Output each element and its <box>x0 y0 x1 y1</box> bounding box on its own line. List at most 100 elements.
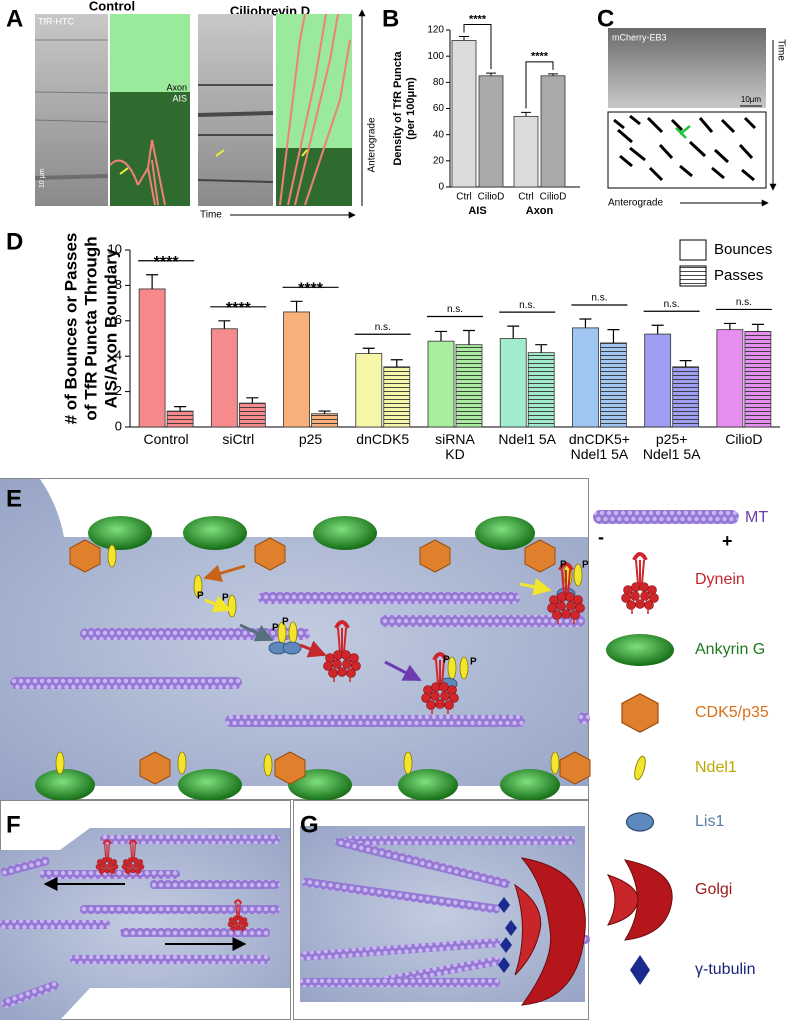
significance-label: n.s. <box>375 322 391 333</box>
phospho: P <box>197 591 204 602</box>
error-bar <box>723 322 736 330</box>
gamma-tubulin <box>498 897 517 973</box>
ankyrin-g <box>606 634 674 666</box>
bar <box>166 410 194 428</box>
bar <box>527 352 555 428</box>
error-bar <box>607 329 620 343</box>
significance-label: **** <box>469 13 487 25</box>
golgi <box>606 874 639 926</box>
microtubules <box>0 835 280 1008</box>
lis1 <box>625 812 655 832</box>
axis-label: Time <box>200 210 222 221</box>
bar <box>499 338 527 428</box>
x-tick-label: CilioD <box>540 192 567 203</box>
significance-label: n.s. <box>447 304 463 315</box>
legend-label: Dynein <box>695 571 745 588</box>
error-bar <box>435 330 447 342</box>
y-tick-label: 0 <box>115 418 122 433</box>
bar <box>672 366 700 428</box>
y-axis-label: # of Bounces or Passes <box>61 233 80 425</box>
bar <box>355 353 383 428</box>
microtubule <box>258 592 520 604</box>
eb3-tracks <box>613 114 757 182</box>
x-tick-label: dnCDK5+ Ndel1 5A <box>568 431 630 462</box>
marker <box>675 125 691 139</box>
significance-label: n.s. <box>591 293 607 304</box>
x-tick-label: p25+ Ndel1 5A <box>642 431 701 462</box>
gamma-tubulin <box>630 955 650 985</box>
panel-e: E P P P P P P P P <box>0 478 591 801</box>
error-bar <box>751 323 764 332</box>
phospho: P <box>222 593 229 604</box>
scale-label: 10 μm <box>39 168 46 188</box>
phospho-labels: P P P P P P P P <box>197 560 589 668</box>
panel-label: G <box>300 811 319 838</box>
legend-label: Passes <box>714 267 763 284</box>
kymograph <box>608 28 766 108</box>
error-bar <box>579 318 592 328</box>
microtubule <box>10 677 242 689</box>
error-bar <box>362 347 375 354</box>
bar <box>644 333 672 428</box>
kymograph <box>35 14 108 206</box>
phospho: P <box>443 655 450 666</box>
error-bar <box>535 344 548 353</box>
legend-swatch <box>679 265 707 287</box>
legend-label: + <box>722 531 733 551</box>
bar <box>283 311 310 428</box>
region-label: Axon <box>166 82 187 92</box>
bar <box>600 342 627 428</box>
legend-label: Bounces <box>714 241 772 258</box>
x-tick-label: siCtrl <box>222 431 255 447</box>
legend-e: MT - + <box>593 509 768 985</box>
panel-label: E <box>6 485 22 512</box>
y-tick-label: 0 <box>438 182 444 193</box>
axis-label: Anterograde <box>608 198 663 209</box>
significance-label: **** <box>298 281 324 298</box>
y-tick-label: 2 <box>115 383 122 398</box>
x-tick-label: CilioD <box>478 192 505 203</box>
y-axis-label: (per 100μm) <box>405 77 417 140</box>
x-tick-label: p25 <box>298 431 323 447</box>
error-bar <box>521 111 531 117</box>
y-tick-label: 100 <box>427 51 444 62</box>
bar <box>478 75 504 188</box>
error-bar <box>174 406 187 412</box>
error-bar <box>390 359 403 367</box>
legend-label: Lis1 <box>695 813 724 830</box>
y-tick-label: 80 <box>433 77 445 88</box>
error-bar <box>486 72 496 76</box>
arrows <box>203 564 552 682</box>
panel-label: F <box>6 811 21 838</box>
error-bar <box>146 274 159 289</box>
legend-label: Ndel1 <box>695 759 737 776</box>
x-tick-label: Control <box>143 431 189 447</box>
panel-f: F <box>0 800 291 1020</box>
arrow <box>119 149 308 175</box>
bar <box>540 75 566 188</box>
cdk5-p35 <box>621 693 659 733</box>
x-tick-label: Ctrl <box>518 192 534 203</box>
x-tick-label: Ndel1 5A <box>498 431 557 447</box>
bar <box>451 40 477 188</box>
microtubule <box>593 510 739 524</box>
significance-bracket <box>463 24 492 70</box>
microtubules <box>10 592 590 727</box>
error-bar <box>679 360 692 367</box>
error-bar <box>507 325 520 339</box>
x-tick-label: Ctrl <box>456 192 472 203</box>
axis-label: Time <box>775 39 786 61</box>
kymograph <box>198 14 273 206</box>
significance-label: n.s. <box>664 299 680 310</box>
group-label: AIS <box>468 205 486 217</box>
phospho: P <box>560 560 567 571</box>
trace <box>109 139 166 206</box>
bar <box>383 366 411 428</box>
legend-label: CDK5/p35 <box>695 704 769 721</box>
stain-label: TfR-HTC <box>38 16 74 26</box>
phospho: P <box>272 623 279 634</box>
significance-label: **** <box>531 51 549 63</box>
legend-swatch <box>679 239 707 261</box>
x-tick-label: siRNA KD <box>435 431 475 462</box>
